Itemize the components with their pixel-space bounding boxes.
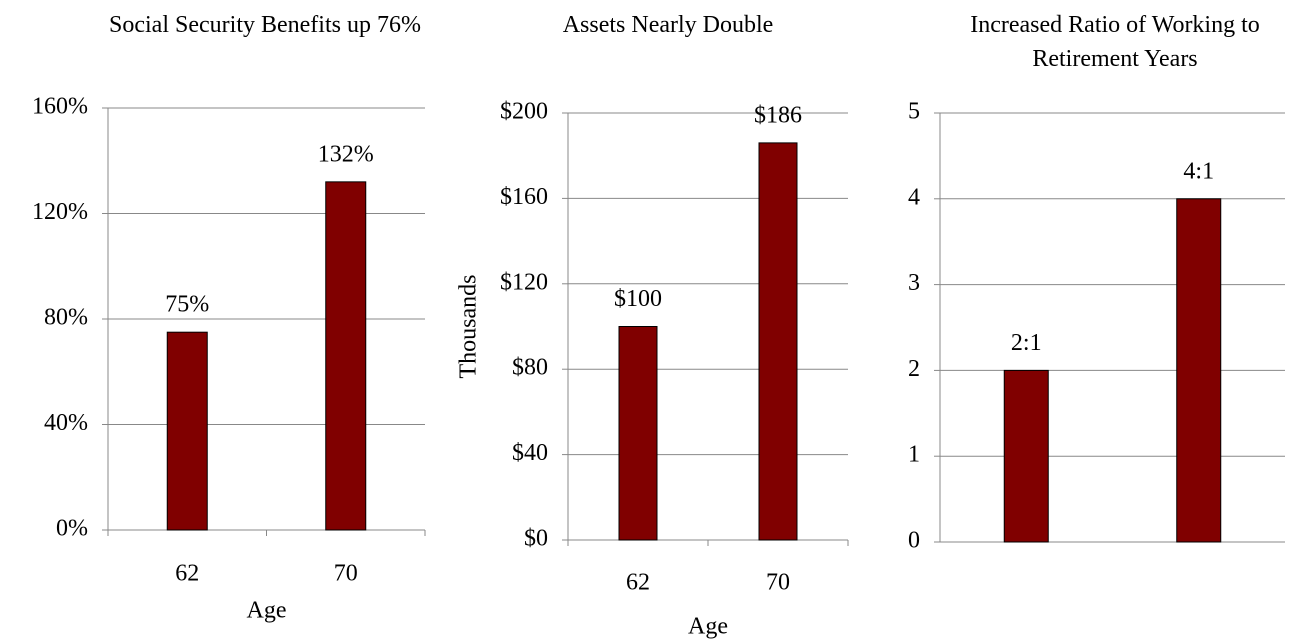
y-tick-label: $200	[500, 99, 548, 125]
value-label: 2:1	[1011, 330, 1042, 356]
y-tick-label: 5	[908, 99, 920, 125]
y-tick-label: 4	[908, 184, 920, 210]
x-axis-label: Age	[247, 598, 287, 624]
x-tick-label: 62	[175, 561, 199, 587]
bar	[1176, 198, 1222, 543]
value-label: 132%	[318, 141, 374, 167]
y-tick-label: $120	[500, 269, 548, 295]
chart-title: Assets Nearly Double	[562, 12, 774, 38]
x-tick-label: 62	[626, 570, 650, 596]
title-box: Assets Nearly Double	[562, 12, 774, 38]
y-tick-label: $40	[512, 440, 548, 466]
bar	[325, 181, 367, 531]
y-tick-label: $160	[500, 184, 548, 210]
x-axis-label: Age	[688, 614, 728, 640]
y-tick-label: $0	[524, 526, 548, 552]
title-box: Increased Ratio of Working to Retirement…	[970, 12, 1260, 72]
value-label: 4:1	[1183, 158, 1214, 184]
chart-title: Social Security Benefits up 76%	[109, 12, 421, 38]
title-box: Social Security Benefits up 76%	[109, 12, 421, 38]
y-tick-label: 3	[908, 270, 920, 296]
y-axis-label: Thousands	[456, 275, 482, 379]
bar	[618, 326, 658, 541]
bar	[1003, 369, 1049, 543]
value-label: 75%	[165, 292, 209, 318]
value-label: $100	[614, 286, 662, 312]
y-tick-label: 160%	[32, 94, 88, 120]
y-tick-label: 80%	[44, 305, 88, 331]
y-tick-label: $80	[512, 355, 548, 381]
y-tick-label: 2	[908, 356, 920, 382]
y-tick-label: 120%	[32, 199, 88, 225]
value-label: $186	[754, 102, 802, 128]
x-tick-label: 70	[766, 570, 790, 596]
chart-title: Increased Ratio of Working to Retirement…	[970, 12, 1260, 72]
y-tick-label: 40%	[44, 410, 88, 436]
y-tick-label: 0	[908, 528, 920, 554]
y-tick-label: 0%	[56, 516, 88, 542]
x-tick-label: 70	[334, 561, 358, 587]
y-tick-label: 1	[908, 442, 920, 468]
bar	[166, 331, 208, 531]
bar	[758, 142, 798, 541]
